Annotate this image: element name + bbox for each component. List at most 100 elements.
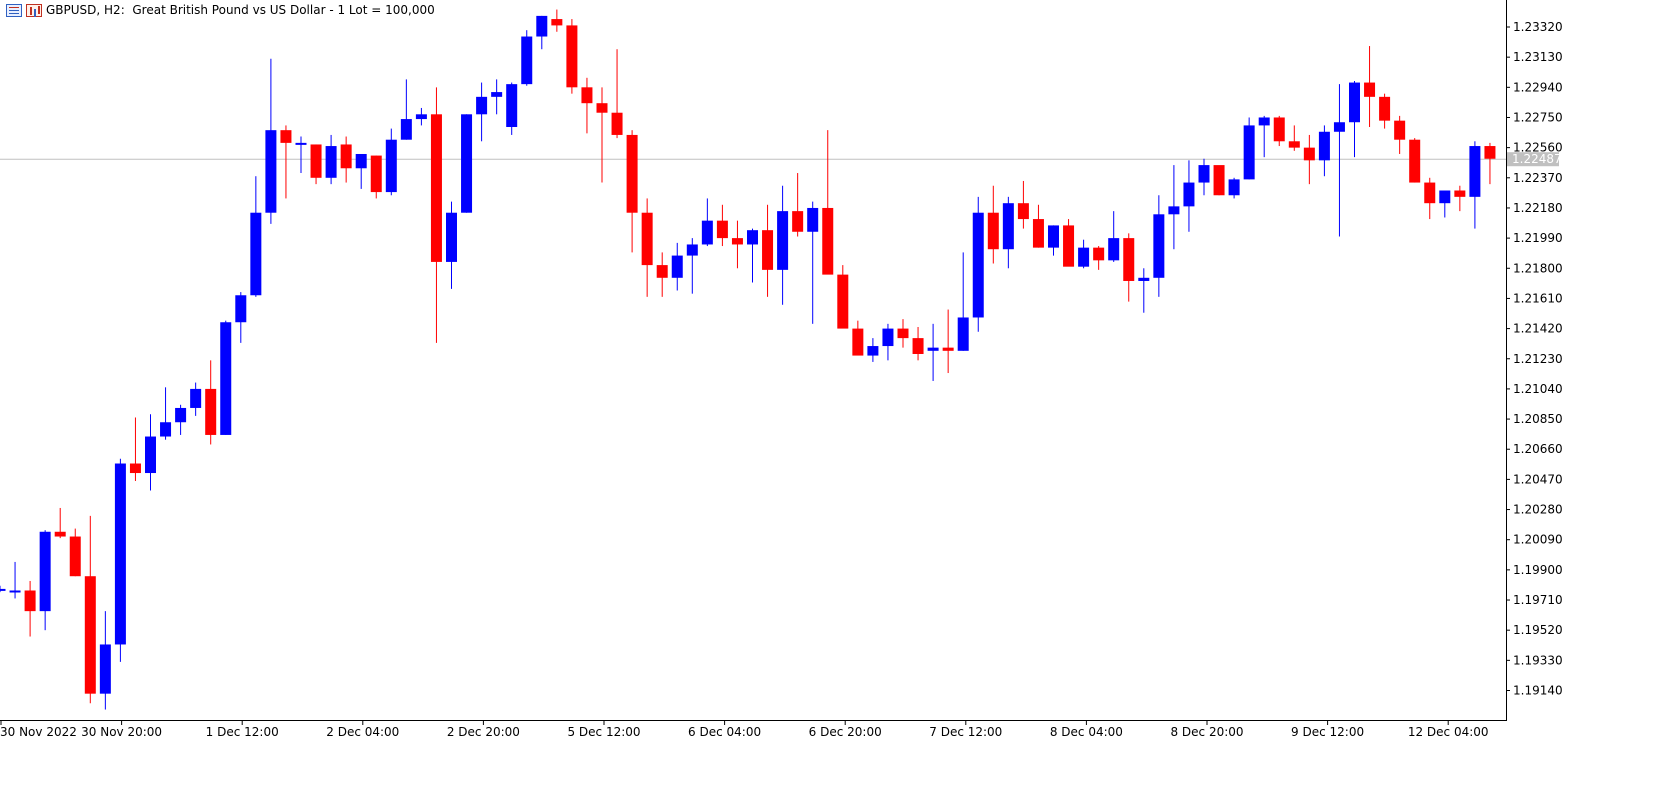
candle: [1333, 84, 1345, 237]
candle-body: [1138, 277, 1150, 281]
candle: [987, 185, 999, 264]
candle-body: [1032, 219, 1044, 248]
time-tick-label: 7 Dec 12:00: [929, 725, 1002, 739]
candle: [430, 87, 442, 343]
time-tick-label: 30 Nov 20:00: [81, 725, 162, 739]
candle-body: [1364, 82, 1376, 97]
candle: [1454, 185, 1466, 212]
candle: [370, 155, 382, 199]
candle: [99, 611, 111, 710]
price-tick-label: 1.22940: [1513, 80, 1563, 94]
price-tick-label: 1.23130: [1513, 50, 1563, 64]
candle: [1183, 160, 1195, 232]
candle: [84, 515, 96, 704]
candle-body: [807, 207, 819, 232]
price-tick-label: 1.19140: [1513, 684, 1563, 698]
candle: [145, 414, 156, 491]
candle-body: [852, 328, 864, 356]
candle-body: [1108, 238, 1120, 261]
candle-body: [461, 114, 473, 213]
candle-body: [701, 220, 713, 245]
candle: [476, 82, 488, 142]
candle-body: [747, 230, 758, 245]
candle: [581, 77, 593, 134]
candle: [927, 323, 939, 381]
candle: [265, 58, 277, 224]
candle-body: [160, 422, 172, 437]
price-tick-label: 1.21990: [1513, 231, 1563, 245]
candle-body: [611, 112, 623, 135]
candle-body: [1048, 225, 1059, 248]
candle-body: [325, 146, 337, 178]
candle-body: [84, 576, 96, 694]
candle: [1048, 225, 1059, 256]
bar-chart-icon[interactable]: [26, 3, 42, 17]
candle: [1032, 204, 1044, 248]
candle: [175, 404, 187, 435]
candle-body: [1318, 131, 1330, 161]
candle-body: [69, 536, 81, 577]
price-tick-label: 1.21230: [1513, 352, 1563, 366]
candle: [566, 19, 578, 94]
candle: [114, 458, 126, 662]
candle: [807, 201, 819, 324]
candle: [656, 252, 668, 297]
candle: [747, 228, 758, 283]
candle: [1108, 211, 1120, 262]
candle: [250, 176, 262, 297]
candle-body: [1258, 117, 1270, 126]
time-tick-label: 6 Dec 04:00: [688, 725, 761, 739]
candle: [1484, 142, 1496, 185]
chart-list-icon[interactable]: [6, 3, 22, 17]
candle: [1364, 46, 1376, 128]
candle-body: [837, 274, 849, 329]
candle-body: [1303, 147, 1315, 161]
candle-body: [220, 322, 232, 435]
candle: [536, 15, 548, 50]
candle-body: [1439, 190, 1451, 204]
candle-body: [1183, 182, 1195, 207]
time-tick-label: 6 Dec 20:00: [809, 725, 882, 739]
candle-body: [731, 238, 743, 245]
candle: [1349, 80, 1360, 158]
candle: [671, 242, 683, 291]
candle-body: [777, 211, 789, 270]
price-tick-label: 1.22370: [1513, 171, 1563, 185]
candle-body: [792, 211, 804, 232]
candle-body: [506, 84, 518, 128]
candle-body: [340, 144, 352, 169]
candle-body: [355, 153, 367, 169]
candle: [701, 198, 713, 247]
candle: [9, 561, 21, 599]
candle: [1063, 219, 1075, 267]
candle: [611, 49, 623, 139]
candle-body: [370, 155, 382, 193]
candle-body: [1017, 203, 1029, 220]
candle-body: [1469, 146, 1481, 197]
price-tick-label: 1.22750: [1513, 110, 1563, 124]
candle-body: [942, 347, 954, 351]
time-tick-label: 8 Dec 20:00: [1170, 725, 1243, 739]
time-tick-label: 9 Dec 12:00: [1291, 725, 1364, 739]
candle-body: [671, 255, 683, 278]
candle-body: [912, 338, 924, 354]
candle: [0, 585, 6, 593]
candle-body: [927, 347, 939, 351]
candle: [551, 9, 563, 32]
candle: [160, 387, 172, 440]
price-tick-label: 1.21800: [1513, 261, 1563, 275]
candle-body: [1424, 182, 1436, 204]
time-tick-label: 12 Dec 04:00: [1408, 725, 1489, 739]
time-tick-label: 2 Dec 04:00: [326, 725, 399, 739]
candle: [686, 238, 698, 294]
candle-body: [641, 212, 653, 266]
candle-body: [415, 114, 427, 120]
candle: [762, 204, 774, 297]
candle: [837, 265, 849, 329]
candle-body: [205, 388, 217, 435]
candle: [521, 30, 533, 86]
candle-body: [686, 244, 698, 256]
candle: [792, 173, 804, 237]
